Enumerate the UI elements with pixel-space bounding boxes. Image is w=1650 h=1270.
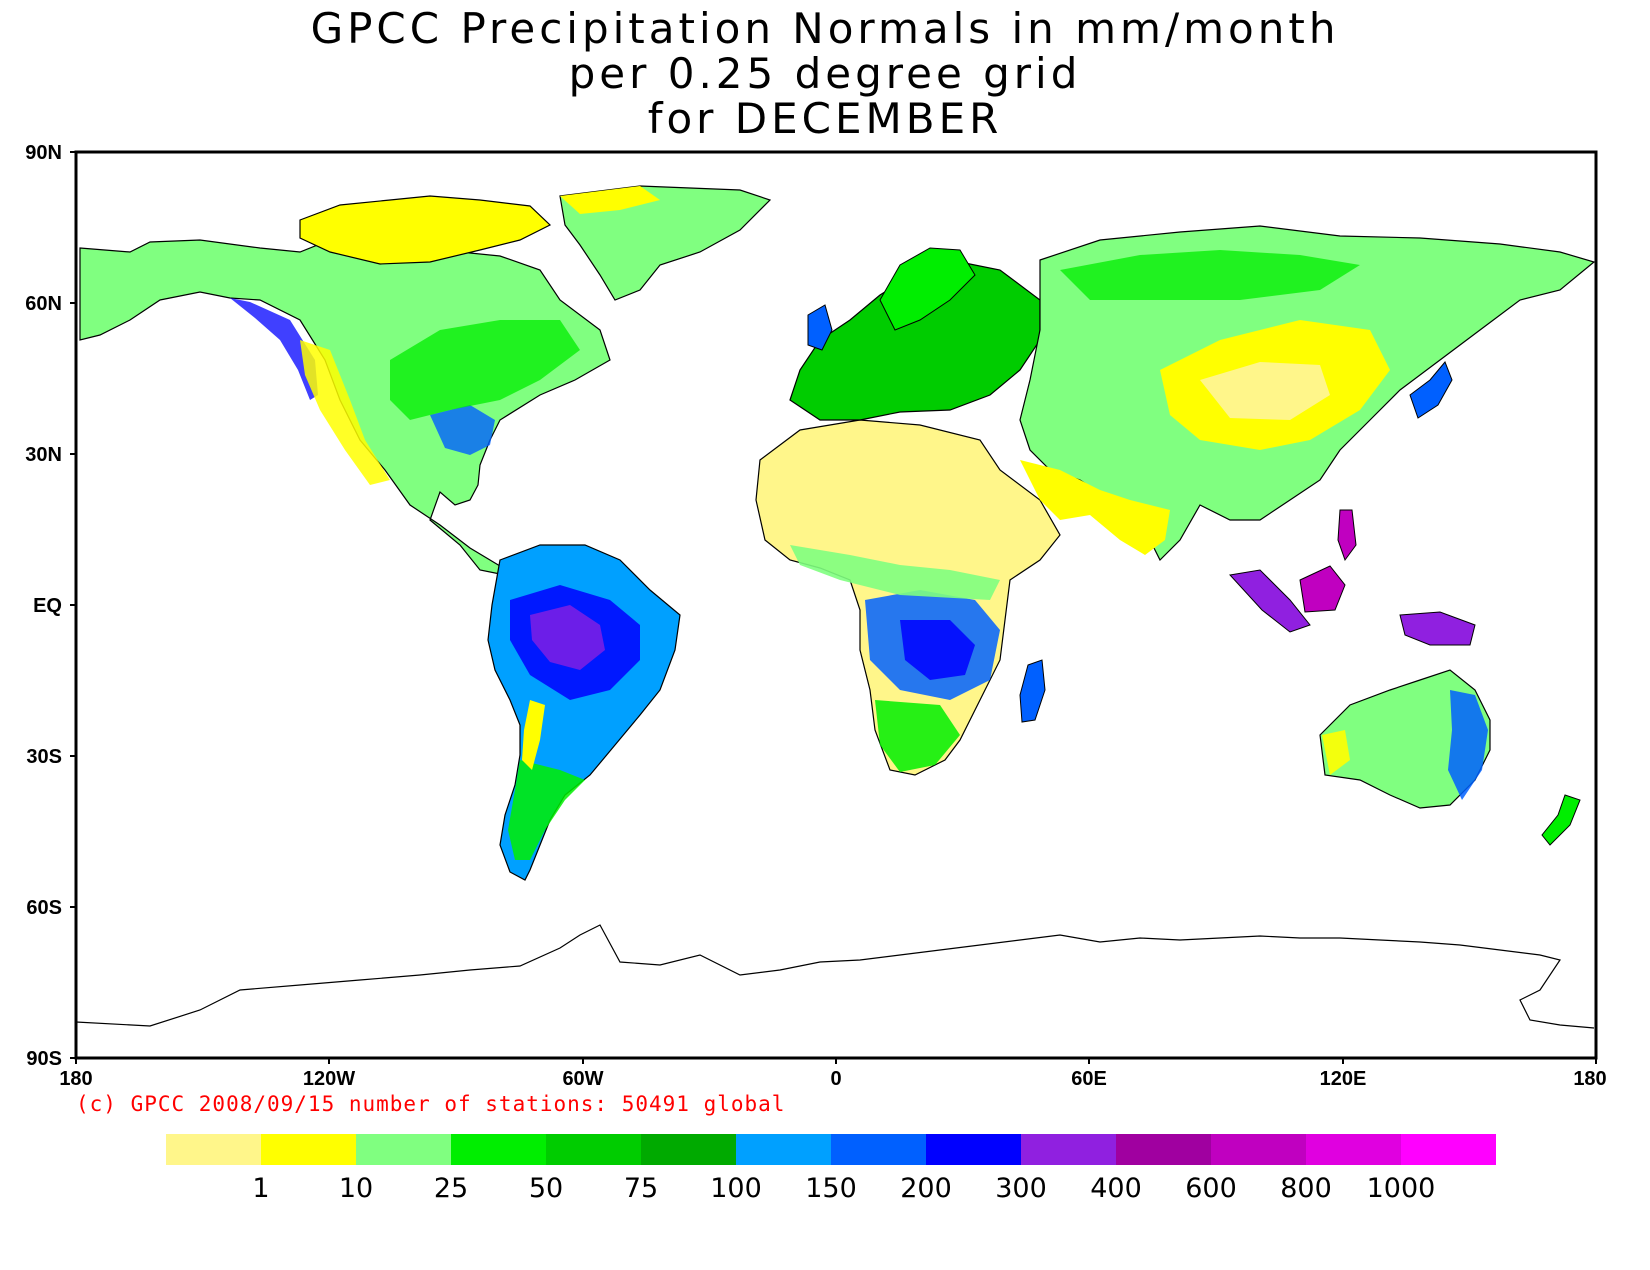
greenland [559, 185, 772, 301]
legend-threshold-label: 50 [528, 1173, 564, 1204]
precipitation-map: 90N 60N 30N EQ 30S 60S 90S 180 120W 60W … [25, 142, 1607, 1090]
legend-threshold-label: 150 [805, 1173, 857, 1204]
na-center-green [390, 320, 580, 420]
legend-swatch [1211, 1134, 1306, 1165]
color-legend: 1 10 25 50 75 100 150 200 300 400 600 800 1000 [166, 1134, 1496, 1204]
australia-west-dry [1322, 730, 1350, 775]
greenland-north-dry [560, 186, 660, 214]
legend-swatch [166, 1134, 261, 1165]
legend-threshold-label: 800 [1280, 1173, 1332, 1204]
legend-swatch [736, 1134, 831, 1165]
madagascar [1019, 659, 1046, 723]
legend-swatch [926, 1134, 1021, 1165]
lon-axis: 180 120W 60W 0 60E 120E 180 [59, 1058, 1607, 1090]
australia [1319, 669, 1491, 809]
credit-line: (c) GPCC 2008/09/15 number of stations: … [76, 1092, 786, 1116]
africa-south-green [875, 700, 960, 772]
borneo [1299, 565, 1346, 613]
na-southwest-dry [300, 340, 390, 485]
title-line-3: for DECEMBER [647, 94, 1003, 143]
new-guinea [1399, 611, 1476, 646]
legend-swatch [831, 1134, 926, 1165]
legend-threshold-label: 100 [710, 1173, 762, 1204]
lat-label: 90N [25, 142, 62, 164]
lon-label: 120W [303, 1068, 355, 1090]
lon-label: 180 [1573, 1068, 1606, 1090]
asia-gobi-very-dry [1200, 362, 1330, 420]
lat-label: 30S [26, 746, 62, 768]
legend-threshold-label: 10 [338, 1173, 374, 1204]
lon-label: 180 [59, 1068, 92, 1090]
legend-threshold-label: 300 [995, 1173, 1047, 1204]
map-title: GPCC Precipitation Normals in mm/month p… [0, 6, 1650, 141]
title-line-2: per 0.25 degree grid [568, 49, 1082, 98]
legend-threshold-label: 400 [1090, 1173, 1142, 1204]
japan [1409, 361, 1453, 419]
lat-label: 60N [25, 293, 62, 315]
philippines [1337, 509, 1357, 562]
legend-threshold-label: 600 [1185, 1173, 1237, 1204]
lon-label: 60E [1071, 1068, 1107, 1090]
legend-threshold-label: 75 [623, 1173, 659, 1204]
landmasses [75, 185, 1596, 1029]
lon-label: 120E [1320, 1068, 1367, 1090]
antarctica [75, 924, 1595, 1029]
legend-swatch [641, 1134, 736, 1165]
arctic-islands [299, 195, 552, 265]
lat-axis: 90N 60N 30N EQ 30S 60S 90S [25, 142, 76, 1070]
amazon-very-wet [530, 605, 605, 670]
legend-swatches [166, 1134, 1496, 1165]
legend-swatch [261, 1134, 356, 1165]
legend-threshold-label: 25 [433, 1173, 469, 1204]
siberia-green [1060, 250, 1360, 300]
lat-label: 90S [26, 1048, 62, 1070]
legend-threshold-label: 1 [252, 1173, 270, 1204]
legend-threshold-label: 1000 [1366, 1173, 1436, 1204]
africa-sahel-green [790, 545, 1000, 600]
africa-core-wet [900, 620, 975, 680]
legend-swatch [451, 1134, 546, 1165]
legend-swatch [1116, 1134, 1211, 1165]
new-zealand [1541, 794, 1581, 846]
legend-ticks: 1 10 25 50 75 100 150 200 300 400 600 800 1000 [166, 1165, 1496, 1205]
lat-label: EQ [33, 595, 62, 617]
legend-swatch [546, 1134, 641, 1165]
australia-east-wet [1448, 690, 1488, 800]
na-west-coast-wet [230, 298, 318, 400]
arabia-india-dry [1020, 460, 1170, 555]
scandinavia [879, 247, 976, 331]
na-east-wet [430, 405, 495, 455]
title-line-1: GPCC Precipitation Normals in mm/month [310, 4, 1340, 53]
legend-swatch [1306, 1134, 1401, 1165]
south-america-pacific-dry [522, 700, 545, 770]
lon-label: 0 [830, 1068, 841, 1090]
lat-label: 60S [26, 897, 62, 919]
lon-label: 60W [562, 1068, 603, 1090]
legend-swatch [1401, 1134, 1496, 1165]
legend-swatch [356, 1134, 451, 1165]
south-america-south-green [508, 760, 585, 860]
lat-label: 30N [25, 444, 62, 466]
legend-swatch [1021, 1134, 1116, 1165]
legend-threshold-label: 200 [900, 1173, 952, 1204]
british-isles [807, 304, 833, 351]
indonesia-west [1229, 569, 1311, 633]
